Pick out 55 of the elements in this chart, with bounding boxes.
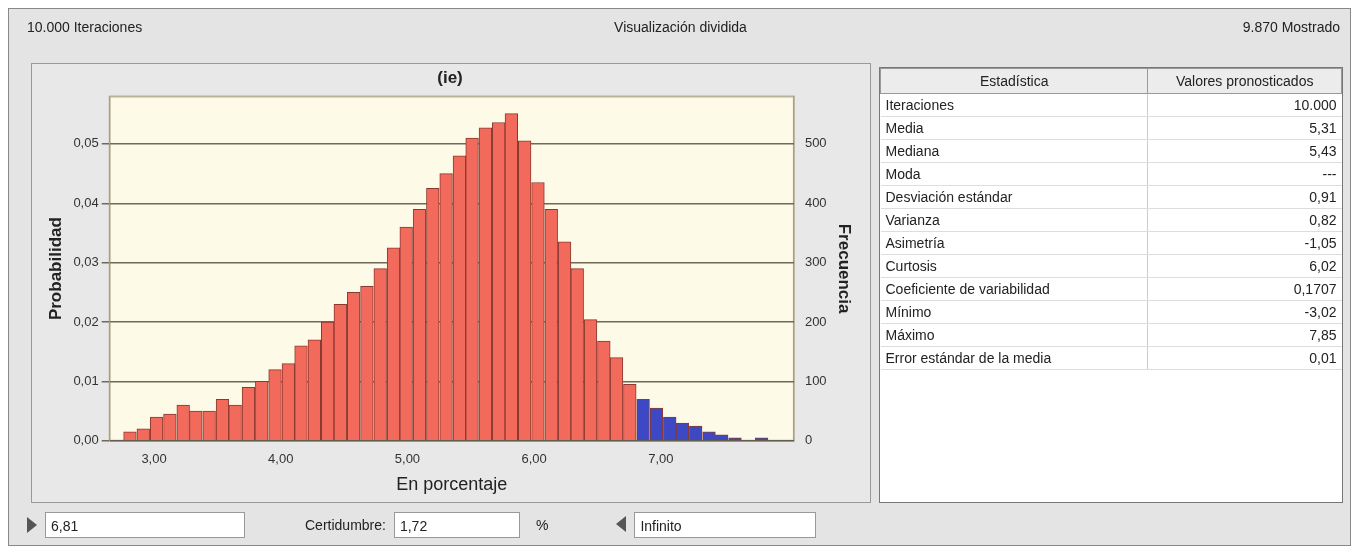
text: -1,05 [1304, 235, 1337, 251]
x-axis-title: En porcentaje [396, 474, 508, 495]
text: 0,82 [1309, 212, 1337, 228]
y-tick-label: 0,00 [73, 432, 99, 448]
y-tick-label: 0,04 [73, 194, 99, 210]
category-label: Media [880, 116, 1148, 140]
y2-tick-label: 100 [804, 373, 827, 388]
category-label: Mínimo [880, 300, 1148, 324]
category-label: Asimetría [880, 231, 1148, 255]
y2-tick-label: 300 [804, 254, 827, 270]
category-label: Máximo [880, 323, 1148, 347]
category-label: Coeficiente de variabilidad [880, 277, 1148, 301]
text: 0,01 [1309, 350, 1337, 366]
category-label: Desviación estándar [880, 185, 1148, 209]
text: 5,31 [1309, 120, 1337, 136]
category-label: Error estándar de la media [880, 346, 1148, 370]
y2-tick-label: 500 [804, 135, 827, 151]
text: 1,72 [393, 512, 520, 538]
category-label: Varianza [880, 208, 1148, 232]
text: Estadística [880, 68, 1148, 94]
text: 7,85 [1309, 327, 1337, 343]
text: Certidumbre: [305, 517, 386, 533]
y-tick-label: 0,05 [73, 135, 99, 151]
y2-tick-label: 200 [804, 313, 827, 329]
y2-tick-label: 0 [804, 432, 813, 448]
chart-title: (ie) [437, 67, 463, 87]
text: -3,02 [1304, 304, 1337, 320]
x-tick-label: 5,00 [394, 451, 421, 467]
text: 0,91 [1309, 189, 1337, 205]
y-axis-title: Probabilidad [45, 217, 65, 321]
text: 5,43 [1309, 143, 1337, 159]
text: --- [1322, 166, 1337, 182]
text: 0,1707 [1293, 281, 1337, 297]
text: 10.000 [1293, 97, 1337, 113]
category-label: Iteraciones [880, 93, 1148, 117]
text: 9.870 Mostrado [1242, 19, 1340, 35]
y2-axis-title: Frecuencia [835, 223, 855, 315]
category-label: Mediana [880, 139, 1148, 163]
category-label: Moda [880, 162, 1148, 186]
x-tick-label: 7,00 [648, 451, 674, 467]
x-tick-label: 4,00 [268, 451, 294, 467]
text: Infinito [634, 512, 817, 538]
text: % [535, 517, 549, 533]
text: Valores pronosticados [1147, 68, 1342, 94]
y-tick-label: 0,01 [73, 373, 99, 388]
y2-tick-label: 400 [804, 194, 827, 210]
category-label: Curtosis [880, 254, 1148, 278]
y-tick-label: 0,03 [73, 254, 99, 270]
text: 6,81 [45, 512, 245, 538]
text: 10.000 Iteraciones [27, 19, 143, 35]
text: 6,02 [1309, 258, 1337, 274]
text: Visualización dividida [614, 19, 747, 35]
x-tick-label: 3,00 [141, 451, 167, 467]
x-tick-label: 6,00 [521, 451, 547, 467]
y-tick-label: 0,02 [73, 313, 99, 329]
